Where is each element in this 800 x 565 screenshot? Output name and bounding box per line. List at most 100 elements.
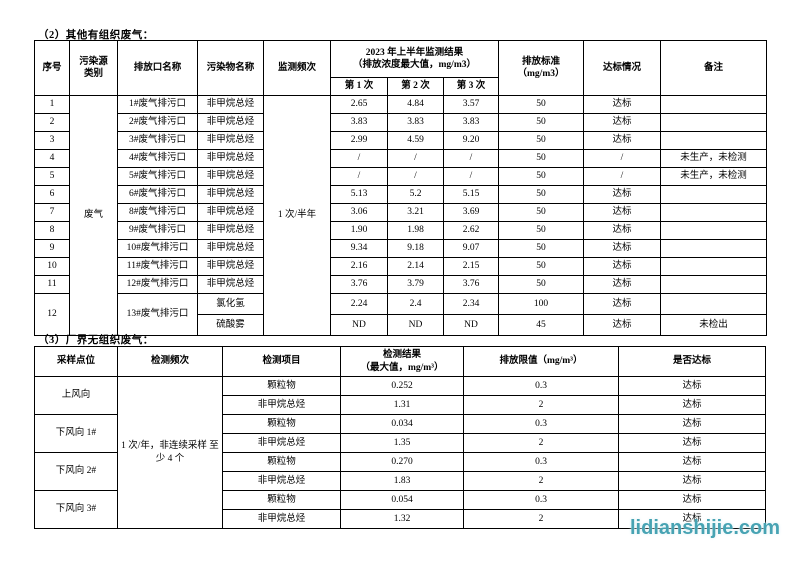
table-cell: 9 [34, 239, 70, 258]
table-cell: 1.90 [330, 221, 388, 240]
table-cell: 非甲烷总烃 [197, 149, 264, 168]
table-cell: 3.76 [330, 275, 388, 294]
table-cell: 3.83 [443, 113, 499, 132]
table-cell: 3.79 [387, 275, 444, 294]
table-cell: 0.3 [463, 376, 619, 396]
table-cell: 颗粒物 [222, 376, 341, 396]
table-cell: 50 [498, 239, 584, 258]
table-cell: 13#废气排污口 [117, 293, 198, 336]
table-cell: / [387, 167, 444, 186]
table-row: 非甲烷总烃 1.31 2 达标 [35, 395, 766, 415]
table-cell: / [443, 167, 499, 186]
column-header: 第 1 次 [330, 77, 388, 96]
table-cell: 2.24 [330, 293, 388, 315]
table-cell: 2.16 [330, 257, 388, 276]
table-cell: 50 [498, 95, 584, 114]
table-cell: 未生产，未检测 [660, 167, 767, 186]
table-cell: 2.99 [330, 131, 388, 150]
table-cell: 达标 [618, 452, 766, 472]
column-header: 采样点位 [34, 346, 118, 377]
table-row: 4 4#废气排污口 非甲烷总烃 / //50/未生产，未检测 [34, 149, 767, 168]
table-cell: 5.15 [443, 185, 499, 204]
table-cell: 下风向 3# [34, 490, 118, 529]
table-cell: 1.32 [340, 509, 464, 529]
table-cell: 50 [498, 113, 584, 132]
column-header: 污染物名称 [197, 40, 264, 96]
table-cell [660, 95, 767, 114]
table-cell: 非甲烷总烃 [197, 95, 264, 114]
table-cell: 2.34 [443, 293, 499, 315]
table-cell: 2 [34, 113, 70, 132]
table-cell: 达标 [583, 203, 661, 222]
column-header: 第 3 次 [443, 77, 499, 96]
table-cell: 颗粒物 [222, 490, 341, 510]
organized-waste-gas-table: 序号 污染源 类别 排放口名称 污染物名称 监测频次 2023 年上半年监测结果 （排放浓… [34, 40, 767, 336]
table-cell [660, 185, 767, 204]
table-cell: 非甲烷总烃 [197, 185, 264, 204]
table-row: 6 6#废气排污口 非甲烷总烃 5.13 5.2 5.15 50 达标 [34, 185, 767, 204]
table-cell: 0.054 [340, 490, 464, 510]
table-cell: 2 [463, 395, 619, 415]
table-cell: 未检出 [660, 314, 767, 336]
table-cell: 达标 [583, 257, 661, 276]
column-header: 排放限值（mg/m³） [463, 346, 619, 377]
table-cell: 0.3 [463, 452, 619, 472]
table-cell: 11 [34, 275, 70, 294]
table-row: 序号 污染源 类别 排放口名称 污染物名称 监测频次 2023 年上半年监测结果 （排放浓… [34, 40, 767, 96]
table-cell: 非甲烷总烃 [197, 239, 264, 258]
table-cell: 2.62 [443, 221, 499, 240]
column-header: 检测项目 [222, 346, 341, 377]
table-cell: 4 [34, 149, 70, 168]
table-cell: 45 [498, 314, 584, 336]
table-cell: 达标 [583, 293, 661, 315]
table-cell: 非甲烷总烃 [197, 131, 264, 150]
table-cell: 非甲烷总烃 [222, 471, 341, 491]
table-row: 8 9#废气排污口 非甲烷总烃 1.90 1.98 2.62 50 达标 [34, 221, 767, 240]
table-cell: 达标 [583, 113, 661, 132]
table-cell: 2.15 [443, 257, 499, 276]
table-cell: 非甲烷总烃 [222, 509, 341, 529]
table-cell [660, 221, 767, 240]
column-header: 2023 年上半年监测结果 （排放浓度最大值，mg/m3） [330, 40, 499, 78]
table-cell: 50 [498, 149, 584, 168]
column-header: 序号 [34, 40, 70, 96]
table-cell: 6 [34, 185, 70, 204]
table-row: 非甲烷总烃 1.32 2 达标 [35, 509, 766, 529]
table-cell: 达标 [583, 275, 661, 294]
table-row: 9 10#废气排污口 非甲烷总烃 9.34 9.18 9.07 50 达标 [34, 239, 767, 258]
table-cell: 1#废气排污口 [117, 95, 198, 114]
table-cell: 达标 [583, 314, 661, 336]
table-cell: 达标 [618, 414, 766, 434]
table-cell: / [387, 149, 444, 168]
table-cell: 9.34 [330, 239, 388, 258]
table-cell: 50 [498, 203, 584, 222]
table-cell: 非甲烷总烃 [197, 113, 264, 132]
column-header: 备注 [660, 40, 767, 96]
table-cell: 上风向 [34, 376, 118, 415]
table-cell: 0.3 [463, 490, 619, 510]
table-cell: 非甲烷总烃 [222, 433, 341, 453]
table-cell: 0.3 [463, 414, 619, 434]
table-cell: 50 [498, 167, 584, 186]
table-cell: 3 [34, 131, 70, 150]
table-cell: 3.76 [443, 275, 499, 294]
table-cell: 5.13 [330, 185, 388, 204]
table-cell: 11#废气排污口 [117, 257, 198, 276]
table-row: 采样点位 检测频次 检测项目 检测结果 （最大值，mg/m³） 排放限值（mg/m³）是… [34, 346, 766, 377]
table-cell: 50 [498, 221, 584, 240]
table-cell: 非甲烷总烃 [197, 257, 264, 276]
table-cell: 1.31 [340, 395, 464, 415]
table-cell: 0.252 [340, 376, 464, 396]
table-cell: 3.69 [443, 203, 499, 222]
table-cell: 未生产，未检测 [660, 149, 767, 168]
table-cell [660, 293, 767, 315]
table-cell: 6#废气排污口 [117, 185, 198, 204]
table-cell: 7 [34, 203, 70, 222]
table-cell: 下风向 1# [34, 414, 118, 453]
table-cell: 9#废气排污口 [117, 221, 198, 240]
table-cell: 50 [498, 257, 584, 276]
table-cell: 废气 [69, 95, 118, 336]
table-cell: 2 [463, 433, 619, 453]
table-cell: 8#废气排污口 [117, 203, 198, 222]
table-row: 1 废气 1#废气排污口 非甲烷总烃 1 次/半年 2.65 4.84 3.57 50 达标 [34, 95, 767, 336]
